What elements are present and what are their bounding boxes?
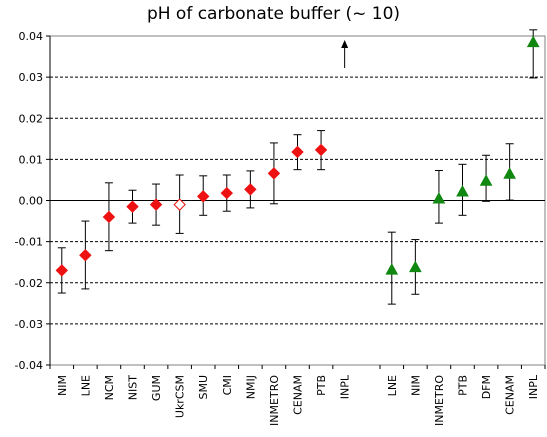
data-point-diamond bbox=[173, 198, 186, 211]
y-tick-label: -0.01 bbox=[15, 236, 43, 249]
data-point-triangle bbox=[385, 263, 399, 275]
data-point-triangle bbox=[503, 167, 516, 179]
data-point-diamond bbox=[102, 210, 116, 224]
category-label: LNE bbox=[386, 375, 399, 396]
category-label: INMETRO bbox=[433, 375, 446, 426]
data-point-diamond bbox=[126, 200, 139, 213]
y-tick-label: 0.00 bbox=[19, 195, 44, 208]
category-label: PTB bbox=[457, 375, 470, 396]
data-point-diamond bbox=[291, 145, 304, 159]
category-label: NIM bbox=[409, 375, 422, 396]
data-point-triangle bbox=[432, 191, 446, 204]
category-label: UkrCSM bbox=[174, 375, 187, 418]
chart-title: pH of carbonate buffer (~ 10) bbox=[146, 4, 401, 24]
category-label: NMIJ bbox=[244, 375, 257, 399]
category-label: NIM bbox=[56, 375, 69, 396]
y-tick-label: -0.04 bbox=[15, 359, 43, 372]
data-point-diamond bbox=[197, 190, 210, 203]
category-label: NIST bbox=[127, 375, 140, 400]
arrow-head bbox=[341, 40, 349, 48]
y-tick-label: 0.03 bbox=[19, 71, 44, 84]
category-label: PTB bbox=[315, 375, 328, 396]
data-point-triangle bbox=[526, 35, 540, 48]
category-label: DFM bbox=[480, 375, 493, 399]
category-label: NCM bbox=[103, 375, 116, 400]
category-label: INMETRO bbox=[268, 375, 281, 426]
category-label: INPL bbox=[527, 374, 540, 399]
y-tick-label: -0.02 bbox=[15, 277, 43, 290]
y-tick-label: 0.01 bbox=[19, 153, 44, 166]
data-point-diamond bbox=[267, 167, 281, 180]
data-point-triangle bbox=[479, 174, 493, 186]
y-tick-label: 0.02 bbox=[19, 112, 44, 125]
y-tick-label: -0.03 bbox=[15, 318, 43, 331]
data-point-diamond bbox=[220, 186, 233, 200]
data-point-diamond bbox=[55, 264, 68, 277]
data-point-triangle bbox=[409, 260, 422, 273]
data-point-diamond bbox=[79, 248, 92, 262]
data-point-diamond bbox=[149, 198, 163, 211]
category-label: SMU bbox=[197, 375, 210, 400]
category-label: LNE bbox=[79, 375, 92, 396]
category-label: CENAM bbox=[504, 375, 517, 415]
data-point-triangle bbox=[456, 184, 469, 197]
category-label: GUM bbox=[150, 375, 163, 401]
data-point-diamond bbox=[314, 143, 328, 157]
category-label: CMI bbox=[221, 375, 234, 395]
category-label: CENAM bbox=[292, 375, 305, 415]
y-tick-label: 0.04 bbox=[19, 30, 44, 43]
category-label: INPL bbox=[339, 374, 352, 399]
data-point-diamond bbox=[244, 183, 257, 196]
